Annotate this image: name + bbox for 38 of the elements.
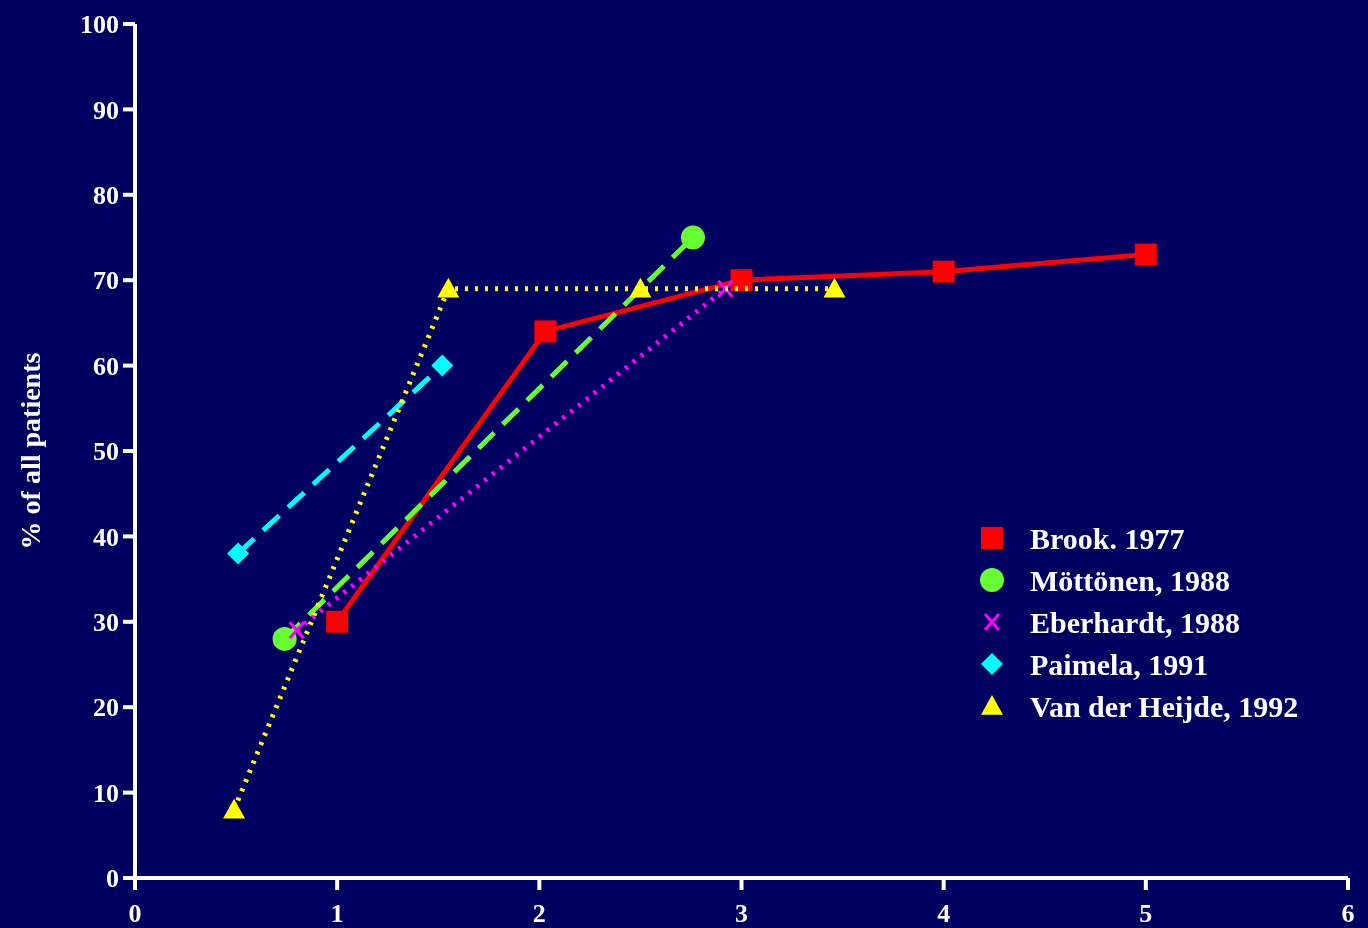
x-tick-label: 5	[1139, 899, 1153, 928]
y-tick-label: 20	[93, 693, 119, 723]
point	[431, 354, 454, 377]
point	[326, 610, 349, 633]
y-tick-label: 90	[93, 95, 119, 125]
y-tick-label: 80	[93, 180, 119, 210]
point	[223, 798, 246, 819]
x-tick-label: 1	[330, 899, 344, 928]
point	[288, 620, 306, 640]
point	[227, 542, 250, 565]
y-tick-label: 50	[93, 437, 119, 467]
legend-label: Van der Heijde, 1992	[1030, 689, 1299, 723]
y-tick-label: 100	[80, 10, 119, 40]
x-tick-label: 3	[735, 899, 748, 928]
point	[629, 277, 652, 298]
y-tick-label: 30	[93, 607, 119, 637]
legend-label: Brook. 1977	[1030, 521, 1185, 555]
point	[534, 320, 557, 343]
legend-label: Paimela, 1991	[1030, 647, 1209, 681]
x-tick-label: 2	[532, 899, 546, 928]
y-tick-label: 0	[106, 864, 119, 894]
point	[1134, 243, 1157, 266]
point	[272, 626, 297, 651]
y-tick-label: 40	[93, 522, 119, 552]
point	[680, 225, 705, 250]
point	[932, 260, 955, 283]
x-tick-label: 4	[937, 899, 951, 928]
point	[823, 277, 846, 298]
y-tick-label: 10	[93, 778, 119, 808]
x-tick-label: 0	[128, 899, 142, 928]
y-tick-label: 60	[93, 351, 119, 381]
x-tick-label: 6	[1341, 899, 1355, 928]
y-axis-title: % of all patients	[15, 352, 46, 550]
y-tick-label: 70	[93, 266, 119, 296]
legend-label: Eberhardt, 1988	[1030, 605, 1240, 639]
point	[730, 269, 753, 292]
legend-label: Möttönen, 1988	[1030, 563, 1230, 597]
point	[437, 277, 460, 298]
